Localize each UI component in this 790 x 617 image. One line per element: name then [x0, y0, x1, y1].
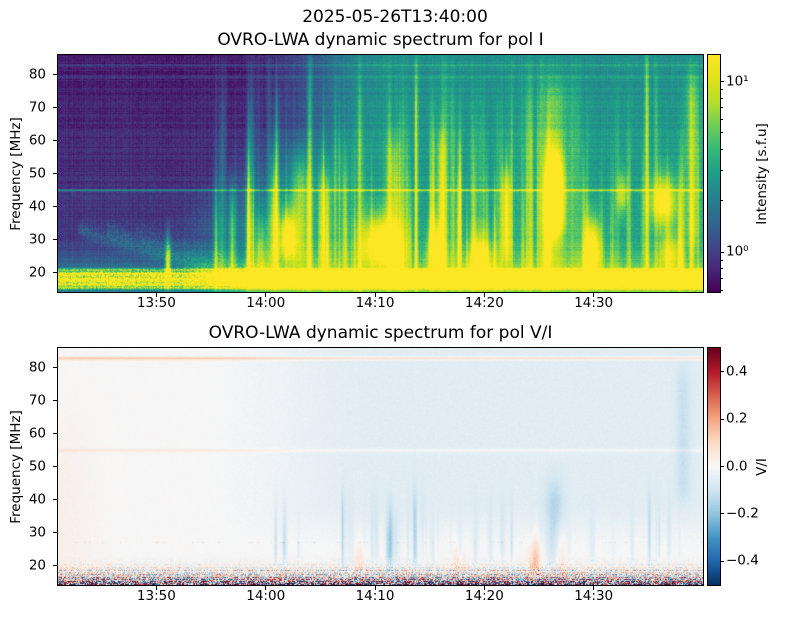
x-tick-mark: [155, 586, 157, 590]
colorbar-tick-mark: [720, 81, 724, 83]
colorbar-tick-mark: [720, 251, 724, 253]
colorbar-tick-label: −0.2: [726, 505, 759, 522]
y-tick-label: 50: [28, 165, 46, 182]
colorbar-tick-label: 0.4: [726, 363, 748, 380]
spectrogram-I-axes: [57, 54, 704, 293]
colorbar-I-label: Intensity [s.f.u]: [754, 122, 770, 225]
x-tick-mark: [483, 586, 485, 590]
x-tick-mark: [374, 293, 376, 297]
spectrogram-VI-axes: [57, 347, 704, 586]
y-tick-label: 40: [28, 198, 46, 215]
y-tick-label: 70: [28, 392, 46, 409]
y-tick-label: 40: [28, 491, 46, 508]
y-tick-label: 80: [28, 66, 46, 83]
colorbar-VI: [707, 347, 721, 586]
x-tick-label: 14:20: [464, 588, 504, 604]
colorbar-minor-tick: [720, 107, 723, 109]
colorbar-minor-tick: [720, 97, 723, 99]
y-tick-label: 80: [28, 359, 46, 376]
y-tick-mark: [53, 173, 57, 175]
x-tick-label: 13:50: [136, 295, 176, 311]
suptitle: 2025-05-26T13:40:00: [302, 7, 488, 27]
y-tick-mark: [53, 239, 57, 241]
colorbar-tick-label: 0.0: [726, 458, 748, 474]
panel-I-title: OVRO-LWA dynamic spectrum for pol I: [217, 30, 544, 50]
y-tick-label: 20: [28, 264, 46, 281]
y-tick-label: 30: [28, 231, 46, 248]
y-tick-mark: [53, 532, 57, 534]
y-tick-mark: [53, 433, 57, 435]
colorbar-minor-tick: [720, 268, 723, 270]
panel-VI-title: OVRO-LWA dynamic spectrum for pol V/I: [208, 323, 553, 343]
colorbar-tick-label: 0.2: [726, 410, 748, 427]
x-tick-mark: [265, 293, 267, 297]
y-tick-label: 30: [28, 524, 46, 541]
colorbar-minor-tick: [720, 170, 723, 172]
y-tick-mark: [53, 565, 57, 567]
colorbar-tick-label: 10¹: [726, 73, 749, 90]
y-tick-label: 70: [28, 99, 46, 116]
y-tick-mark: [53, 272, 57, 274]
x-tick-label: 14:00: [246, 588, 286, 604]
y-tick-mark: [53, 74, 57, 76]
x-tick-label: 14:10: [355, 295, 395, 311]
colorbar-minor-tick: [720, 278, 723, 280]
y-tick-label: 20: [28, 557, 46, 574]
y-tick-mark: [53, 367, 57, 369]
x-tick-mark: [265, 586, 267, 590]
y-tick-mark: [53, 140, 57, 142]
colorbar-tick-mark: [720, 466, 724, 467]
y-tick-label: 60: [28, 425, 46, 442]
x-tick-label: 14:20: [464, 295, 504, 311]
x-tick-label: 14:30: [574, 588, 614, 604]
colorbar-tick-mark: [720, 513, 724, 515]
y-tick-mark: [53, 107, 57, 109]
y-tick-label: 50: [28, 458, 46, 475]
colorbar-tick-label: −0.4: [726, 552, 759, 569]
colorbar-minor-tick: [720, 148, 723, 150]
y-tick-label: 60: [28, 132, 46, 149]
y-tick-mark: [53, 466, 57, 468]
colorbar-tick-mark: [720, 560, 724, 562]
y-tick-mark: [53, 499, 57, 501]
x-tick-mark: [155, 293, 157, 297]
colorbar-minor-tick: [720, 132, 723, 134]
colorbar-minor-tick: [720, 88, 723, 90]
x-tick-mark: [483, 293, 485, 297]
colorbar-I: [707, 54, 721, 293]
x-tick-mark: [593, 293, 595, 297]
colorbar-tick-mark: [720, 371, 724, 373]
x-tick-mark: [374, 586, 376, 590]
spectrogram-I-canvas: [58, 55, 703, 292]
colorbar-minor-tick: [720, 118, 723, 120]
x-tick-label: 14:10: [355, 588, 395, 604]
colorbar-minor-tick: [720, 259, 723, 261]
spectrogram-VI-canvas: [58, 348, 703, 585]
y-tick-mark: [53, 400, 57, 402]
colorbar-tick-mark: [720, 418, 724, 420]
colorbar-tick-label: 10⁰: [726, 243, 749, 260]
colorbar-minor-tick: [720, 200, 723, 202]
x-tick-label: 14:30: [574, 295, 614, 311]
x-tick-label: 14:00: [246, 295, 286, 311]
x-tick-label: 13:50: [136, 588, 176, 604]
colorbar-minor-tick: [720, 289, 723, 291]
x-tick-mark: [593, 586, 595, 590]
colorbar-VI-label: V/I: [754, 457, 770, 476]
y-tick-mark: [53, 206, 57, 208]
